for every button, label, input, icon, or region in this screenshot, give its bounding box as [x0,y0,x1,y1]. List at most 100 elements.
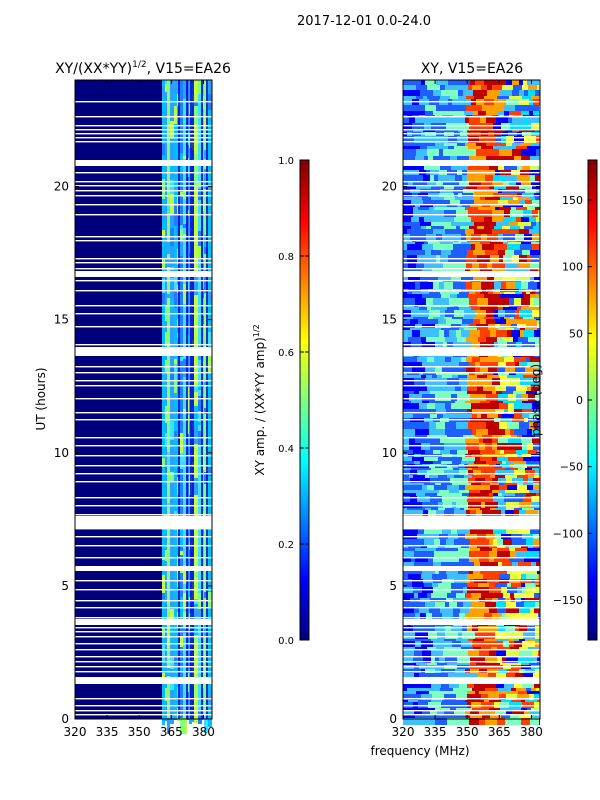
phase-data-cell [440,242,453,244]
phase-data-cell [414,385,427,391]
phase-data-cell [456,639,468,641]
phase-data-cell [474,461,486,464]
phase-data-cell [480,292,488,294]
phase-data-cell [498,200,508,204]
phase-data-cell [535,602,540,608]
phase-data-cell [463,149,476,156]
amp-data-cell [198,463,202,471]
phase-data-cell [403,362,411,366]
missing-data-row [403,589,540,591]
missing-data-row [403,714,540,716]
amp-data-cell [194,231,198,247]
amp-data-cell [183,628,187,633]
phase-data-cell [510,574,517,579]
phase-data-cell [518,558,524,562]
amp-data-cell [194,458,198,478]
phase-data-cell [476,663,481,665]
phase-data-cell [466,510,470,517]
phase-data-cell [403,222,409,226]
phase-data-cell [510,226,520,229]
amp-data-cell [180,377,183,392]
amp-data-cell [208,528,212,543]
amp-data-cell [208,418,212,423]
amp-data-cell [194,247,198,265]
missing-data-row [403,631,540,633]
amp-data-cell [198,378,202,385]
phase-data-cell [489,403,499,409]
phase-data-cell [494,593,503,598]
phase-data-cell [533,443,540,450]
phase-data-cell [413,244,422,250]
phase-data-cell [444,647,450,650]
phase-data-cell [526,461,535,464]
phase-data-cell [521,574,526,579]
phase-data-cell [444,292,448,294]
phase-data-cell [409,394,422,401]
phase-data-cell [489,708,500,711]
phase-data-cell [509,96,522,99]
amp-data-cell [170,80,174,87]
amp-data-cell [198,183,202,186]
phase-data-cell [469,608,479,613]
amp-data-cell [170,440,174,455]
phase-data-cell [436,105,442,111]
phase-data-cell [436,217,449,222]
amp-data-cell [198,157,202,177]
phase-data-cell [535,435,540,438]
phase-data-cell [502,613,506,619]
phase-data-cell [459,650,468,657]
amp-ytick-label: 0 [61,712,69,726]
missing-data-row [75,385,212,387]
phase-data-cell [416,422,429,429]
phase-data-cell [411,217,419,222]
phase-data-cell [489,551,497,558]
amp-ytick-label: 10 [54,446,69,460]
phase-data-cell [414,593,418,598]
amp-data-cell [165,92,167,102]
phase-data-cell [481,166,489,170]
phase-data-cell [464,244,471,250]
phase-data-cell [464,111,473,115]
phase-data-cell [468,468,472,470]
phase-data-cell [486,111,498,115]
phase-data-cell [457,294,468,298]
amp-data-cell [194,592,198,599]
phase-data-cell [530,294,540,298]
missing-data-row [75,129,212,131]
phase-data-cell [426,337,436,342]
phase-data-cell [459,307,471,310]
amp-data-cell [167,343,170,349]
phase-data-cell [415,490,426,493]
phase-data-cell [403,307,414,310]
phase-data-cell [415,548,424,551]
phase-data-cell [449,217,454,222]
missing-data-row [75,262,212,264]
phase-data-cell [467,391,471,394]
phase-data-cell [459,468,464,470]
phase-data-cell [480,508,490,510]
phase-data-cell [534,684,540,688]
phase-data-cell [442,528,451,534]
phase-data-cell [403,403,407,409]
phase-data-cell [482,435,492,438]
phase-data-cell [467,375,477,378]
phase-data-cell [422,342,435,349]
phase-data-cell [486,319,495,324]
phase-data-cell [447,129,458,132]
phase-data-cell [506,711,512,715]
phase-data-cell [502,657,506,663]
phase-data-cell [427,647,436,650]
missing-data-row [403,398,540,400]
phase-data-cell [431,650,443,657]
phase-data-cell [536,96,540,99]
phase-data-cell [512,117,523,123]
phase-data-cell [520,244,532,250]
phase-data-cell [503,422,507,429]
phase-data-cell [413,657,423,663]
phase-data-cell [465,711,470,715]
phase-data-cell [426,613,432,619]
phase-data-cell [506,461,513,464]
phase-data-cell [528,394,535,401]
phase-data-cell [433,229,445,234]
